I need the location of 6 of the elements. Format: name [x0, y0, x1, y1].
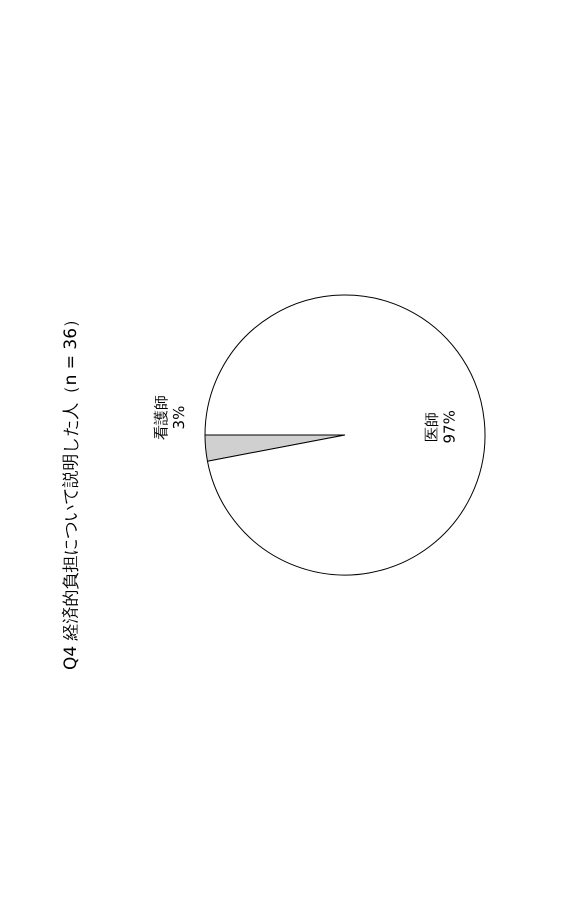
data-label: 3% [170, 406, 188, 430]
slice-label: 医師 [422, 412, 440, 442]
data-label: 97% [440, 410, 458, 444]
pie-slice [204, 294, 486, 576]
text: Q4 経済的負担について説明した人（n = 36） [61, 310, 81, 670]
slice-label: 看護師 [152, 395, 170, 440]
